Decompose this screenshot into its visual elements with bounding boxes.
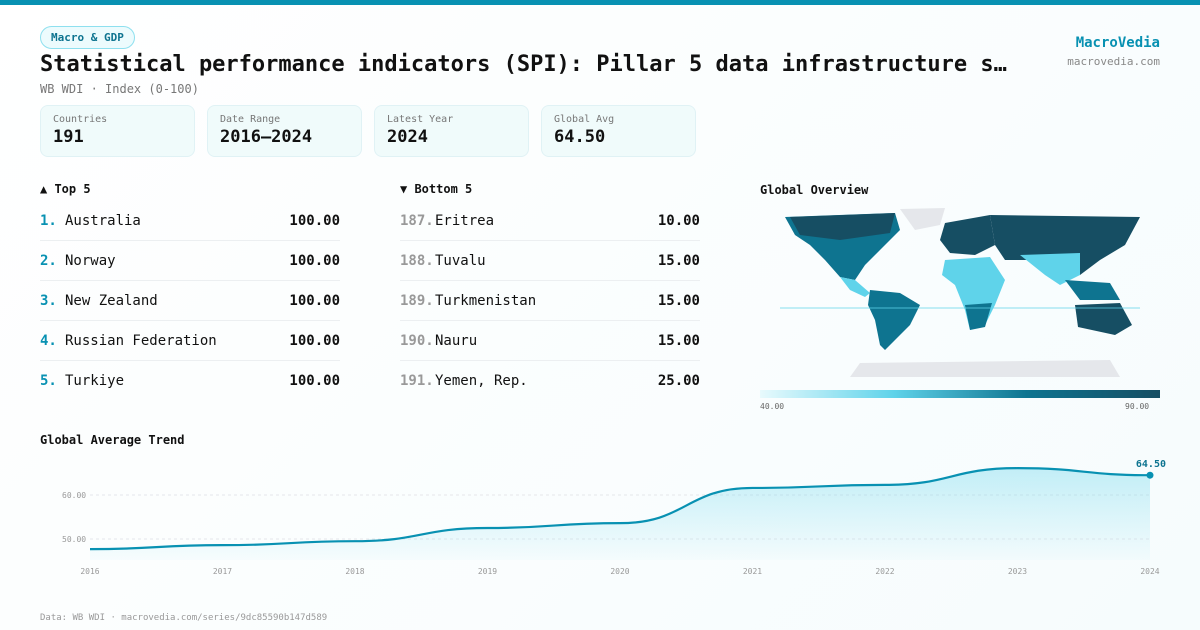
top5-heading: ▲ Top 5 [40, 182, 91, 196]
map-color-legend [760, 390, 1160, 398]
map-greenland [900, 208, 945, 230]
country-name: New Zealand [65, 292, 158, 309]
list-item[interactable]: 4. Russian Federation 100.00 [40, 321, 340, 361]
rank: 3. [40, 292, 57, 309]
top5-list: 1. Australia 100.00 2. Norway 100.00 3. New Zea… [40, 201, 340, 401]
list-item[interactable]: 5. Turkiye 100.00 [40, 361, 340, 401]
rank: 4. [40, 332, 57, 349]
area-fill [90, 468, 1150, 560]
brand-url[interactable]: macrovedia.com [1067, 55, 1160, 68]
country-name: Turkmenistan [435, 292, 537, 309]
y-tick-label: 60.00 [62, 491, 86, 500]
x-tick-label: 2018 [345, 567, 364, 576]
stat-value: 191 [53, 127, 84, 147]
map-heading: Global Overview [760, 183, 869, 197]
map-europe [940, 215, 995, 255]
stat-label: Date Range [220, 114, 281, 125]
stat-card-latest-year: Latest Year 2024 [374, 105, 529, 157]
country-value: 100.00 [289, 292, 340, 309]
x-tick-label: 2023 [1008, 567, 1027, 576]
stat-label: Global Avg [554, 114, 615, 125]
map-canada [790, 213, 895, 240]
rank: 188. [400, 252, 434, 269]
chart-title: Global Average Trend [40, 433, 185, 447]
list-item[interactable]: 188. Tuvalu 15.00 [400, 241, 700, 281]
country-value: 10.00 [657, 212, 700, 229]
x-tick-label: 2021 [743, 567, 762, 576]
stat-label: Latest Year [387, 114, 454, 125]
brand-logo[interactable]: MacroVedia [1075, 35, 1160, 51]
country-name: Eritrea [435, 212, 495, 229]
country-value: 25.00 [657, 373, 700, 389]
country-value: 15.00 [657, 292, 700, 309]
map-south-asia [1020, 253, 1080, 285]
rank: 191. [400, 373, 434, 389]
country-name: Russian Federation [65, 332, 217, 349]
list-item[interactable]: 190. Nauru 15.00 [400, 321, 700, 361]
country-name: Yemen, Rep. [435, 373, 528, 389]
country-name: Turkiye [65, 373, 125, 389]
stat-card-countries: Countries 191 [40, 105, 195, 157]
country-name: Australia [65, 212, 141, 229]
page-title: Statistical performance indicators (SPI)… [40, 52, 1007, 77]
country-value: 100.00 [289, 373, 340, 389]
list-item[interactable]: 189. Turkmenistan 15.00 [400, 281, 700, 321]
map-central-america [840, 277, 870, 297]
y-tick-label: 50.00 [62, 535, 86, 544]
bottom5-list: 187. Eritrea 10.00 188. Tuvalu 15.00 189. Turkm… [400, 201, 700, 401]
list-item[interactable]: 187. Eritrea 10.00 [400, 201, 700, 241]
country-name: Norway [65, 252, 116, 269]
rank: 2. [40, 252, 57, 269]
map-antarctica [850, 360, 1120, 377]
stat-value: 2016–2024 [220, 127, 313, 147]
country-value: 100.00 [289, 332, 340, 349]
top-accent-bar [0, 0, 1200, 5]
country-value: 100.00 [289, 252, 340, 269]
data-point [1146, 471, 1154, 479]
rank: 190. [400, 332, 434, 349]
x-tick-label: 2022 [875, 567, 894, 576]
country-value: 15.00 [657, 332, 700, 349]
x-tick-label: 2016 [80, 567, 99, 576]
stat-label: Countries [53, 114, 108, 125]
country-name: Tuvalu [435, 252, 486, 269]
rank: 187. [400, 212, 434, 229]
x-tick-label: 2019 [478, 567, 497, 576]
country-value: 15.00 [657, 252, 700, 269]
legend-min: 40.00 [760, 402, 785, 411]
map-south-america [868, 290, 920, 350]
stat-value: 2024 [387, 127, 428, 147]
map-se-asia [1065, 280, 1120, 300]
country-value: 100.00 [289, 212, 340, 229]
legend-max: 90.00 [1125, 402, 1150, 411]
stat-card-global-avg: Global Avg 64.50 [541, 105, 696, 157]
rank: 5. [40, 373, 57, 389]
trend-chart: 50.00 60.00 64.50 2016 2017 2018 2019 2020 2021 2… [62, 459, 1166, 576]
list-item[interactable]: 2. Norway 100.00 [40, 241, 340, 281]
bottom5-heading: ▼ Bottom 5 [400, 182, 473, 196]
page-subtitle: WB WDI · Index (0-100) [40, 82, 199, 96]
footer-source: Data: WB WDI · macrovedia.com/series/9dc… [40, 613, 328, 623]
list-item[interactable]: 191. Yemen, Rep. 25.00 [400, 361, 700, 401]
category-tag[interactable]: Macro & GDP [40, 26, 135, 49]
x-tick-label: 2024 [1140, 567, 1159, 576]
end-value-label: 64.50 [1136, 459, 1166, 470]
list-item[interactable]: 1. Australia 100.00 [40, 201, 340, 241]
map-africa-south [965, 303, 992, 330]
rank: 1. [40, 212, 57, 229]
x-tick-label: 2020 [610, 567, 629, 576]
rank: 189. [400, 292, 434, 309]
stat-value: 64.50 [554, 127, 606, 147]
x-tick-label: 2017 [213, 567, 232, 576]
country-name: Nauru [435, 332, 478, 349]
stat-card-date-range: Date Range 2016–2024 [207, 105, 362, 157]
trend-line [89, 467, 1151, 551]
map-australia [1075, 303, 1132, 335]
world-map[interactable] [780, 205, 1140, 380]
list-item[interactable]: 3. New Zealand 100.00 [40, 281, 340, 321]
